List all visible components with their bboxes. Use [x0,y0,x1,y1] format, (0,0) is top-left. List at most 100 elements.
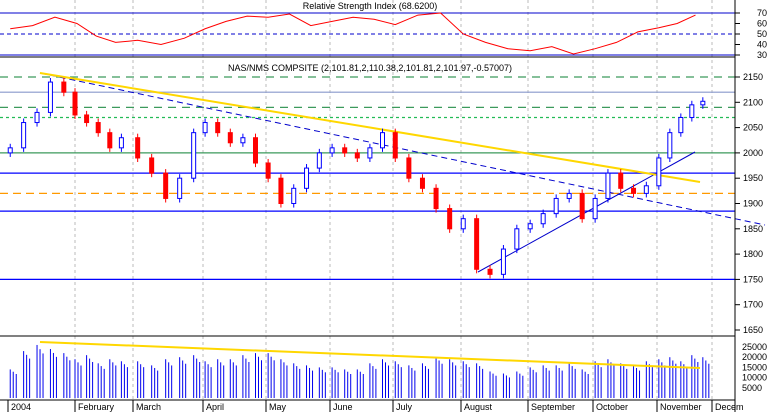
month-label: March [136,402,161,412]
candle-body [605,172,611,199]
candle-body [316,152,322,169]
volume-tick-label: 15000 [742,362,767,372]
candle-body [163,172,169,199]
volume-average-line [39,341,701,369]
month-label: 2004 [11,402,31,412]
volume-tick-label: 5000 [742,383,762,393]
candle-body [253,137,258,164]
month-label: February [78,402,115,412]
price-tick-label: 2150 [743,72,763,82]
candle-body [227,132,233,144]
candle-body [329,147,335,154]
candle-body [354,152,360,159]
rsi-title: Relative Strength Index (68.6200) [303,1,438,11]
candle-body [553,197,559,215]
candle-body [618,172,624,189]
candle-body [392,132,398,159]
candle-body [700,100,706,106]
price-tick-label: 1850 [743,224,763,234]
volume-tick-label: 25000 [742,342,767,352]
candle-body [643,185,649,194]
candle-body [447,208,453,230]
rsi-tick-label: 50 [757,29,767,39]
candle-body [592,197,598,220]
month-label: Decem [715,402,744,412]
candle-body [72,91,78,116]
candle-body [460,218,466,230]
price-tick-label: 1750 [743,274,763,284]
candle-body [514,228,520,250]
volume-tick-label: 20000 [742,352,767,362]
candle-body [21,122,27,149]
month-label: November [660,402,702,412]
candle-body [474,218,480,270]
candle-body [118,137,124,149]
candle-body [566,192,572,199]
rsi-tick-label: 40 [757,40,767,50]
candle-body [667,132,673,159]
candle-body [367,147,373,159]
candle-body [342,147,348,154]
month-label: April [206,402,224,412]
dashed-trendline [39,72,766,226]
candle-body [540,213,546,225]
candle-body [419,177,425,189]
price-tick-label: 1700 [743,300,763,310]
month-label: August [464,402,493,412]
rsi-panel [0,12,735,56]
candle-body [579,192,585,220]
volume-panel [9,341,710,398]
candle-body [202,122,208,134]
rsi-tick-label: 30 [757,50,767,60]
month-label: July [396,402,413,412]
candle-body [265,162,271,179]
candle-body [678,116,684,134]
candle-body [135,137,141,159]
candle-body [433,187,439,210]
rsi-tick-label: 60 [757,19,767,29]
candle-body [500,248,506,275]
candle-body [149,157,155,174]
candle-body [107,132,113,149]
candle-body [240,137,246,144]
candle-body [215,122,221,134]
resistance-trendline [39,72,701,183]
price-tick-label: 1900 [743,199,763,209]
price-tick-label: 1800 [743,249,763,259]
rsi-line [10,12,696,55]
month-label: June [333,402,353,412]
grid [74,0,713,400]
candle-body [291,187,297,205]
candle-body [61,81,67,93]
candle-body [7,147,13,154]
candle-body [84,114,90,124]
support-trendline [477,151,696,273]
month-label: May [269,402,287,412]
month-label: September [531,402,575,412]
volume-tick-label: 10000 [742,373,767,383]
month-label: October [596,402,628,412]
candle-body [191,132,197,179]
candle-body [406,157,412,179]
price-tick-label: 2100 [743,97,763,107]
rsi-tick-label: 70 [757,8,767,18]
price-tick-label: 2000 [743,148,763,158]
candle-body [34,111,40,124]
candle-body [380,132,385,149]
candle-body [631,187,637,194]
candle-body [689,104,695,118]
price-tick-label: 2050 [743,123,763,133]
candle-body [278,177,284,204]
candle-body [95,122,101,134]
candle-body [47,81,53,113]
price-panel [0,72,766,280]
candle-body [527,223,533,230]
price-title: NAS/NMS COMPSITE (2,101.81,2,110.38,2,10… [228,63,512,73]
candle-body [304,167,310,189]
candle-body [177,177,183,199]
price-tick-label: 1950 [743,173,763,183]
candle-body [487,268,493,275]
price-tick-label: 1650 [743,325,763,335]
